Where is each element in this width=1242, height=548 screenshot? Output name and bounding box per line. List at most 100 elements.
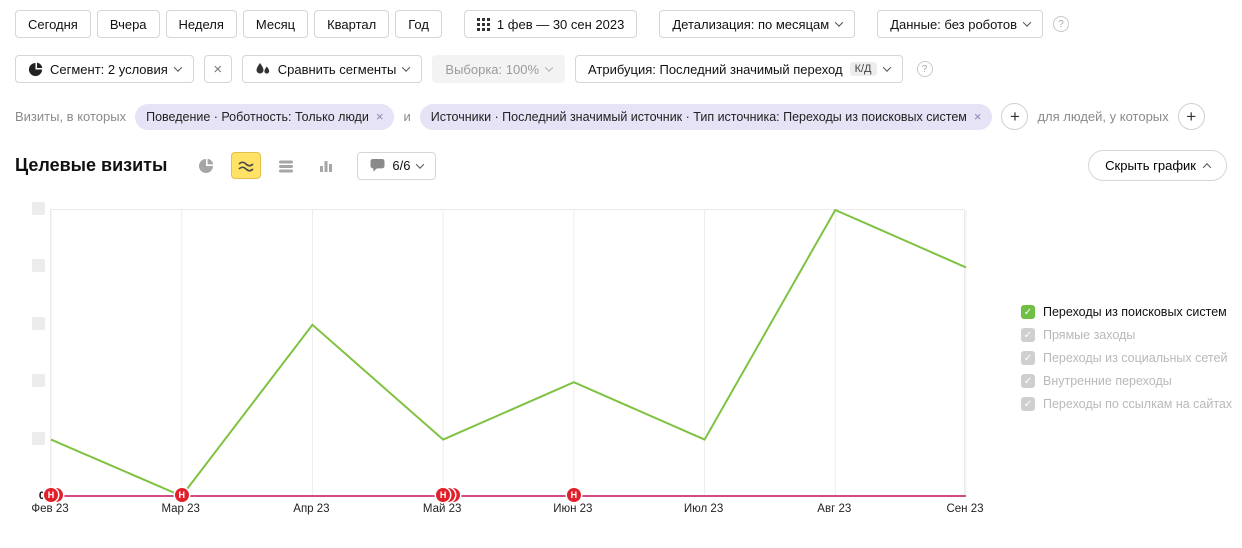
remove-filter-icon[interactable]: × [973,109,982,124]
remove-filter-icon[interactable]: × [375,109,384,124]
period-month-button[interactable]: Месяц [242,10,309,38]
compare-droplets-icon [256,63,269,74]
legend-item-internal[interactable]: ✓ Внутренние переходы [1021,374,1232,388]
chart-type-line-button[interactable] [231,152,262,179]
legend-label: Переходы из поисковых систем [1043,305,1227,319]
help-icon[interactable]: ? [916,61,933,77]
add-visit-condition-button[interactable]: + [1001,103,1029,130]
pie-chart-icon [199,158,214,173]
chevron-down-icon [544,63,554,72]
detalization-dropdown[interactable]: Детализация: по месяцам [659,10,856,38]
chevron-down-icon [882,63,891,72]
legend-label: Переходы по ссылкам на сайтах [1043,397,1233,411]
comment-bubble-icon [370,158,385,172]
x-tick-label: Мар 23 [161,503,200,515]
stacked-area-icon [279,160,294,172]
period-today-button[interactable]: Сегодня [15,10,91,38]
date-range-label: 1 фев — 30 сен 2023 [496,16,625,32]
annotation-marker[interactable]: Н [566,488,581,502]
y-axis-zero-label: 0 [38,490,45,502]
legend-item-social[interactable]: ✓ Переходы из социальных сетей [1021,351,1232,365]
x-tick-label: Сен 23 [946,503,984,515]
filter-chip-text: Поведение · Роботность: Только люди [146,109,369,124]
compare-segments-label: Сравнить сегменты [277,61,397,77]
segment-toolbar: Сегмент: 2 условия × Сравнить сегменты В… [15,55,1242,83]
legend-label: Внутренние переходы [1043,374,1172,388]
checkbox-checked-icon[interactable]: ✓ [1021,351,1035,365]
checkbox-checked-icon[interactable]: ✓ [1021,374,1035,388]
filter-chip-robotness[interactable]: Поведение · Роботность: Только люди × [135,103,395,130]
chevron-down-icon [416,159,425,169]
people-filter-label: для людей, у которых [1037,109,1169,124]
chart-area: 0 Н Н Н Н Фев 23 Мар 23 Апр 23 Май 23 Июн 2… [0,202,1242,519]
legend-item-direct[interactable]: ✓ Прямые заходы [1021,328,1232,342]
segment-label: Сегмент: 2 условия [50,61,168,77]
chevron-down-icon [173,63,182,72]
goals-count-label: 6/6 [392,158,411,173]
x-tick-label: Фев 23 [31,503,69,515]
y-axis: 0 [0,202,50,502]
period-week-button[interactable]: Неделя [165,10,237,38]
chart-type-pie-button[interactable] [191,152,221,179]
legend-item-site-links[interactable]: ✓ Переходы по ссылкам на сайтах [1021,397,1232,411]
annotation-marker[interactable]: Н [174,488,189,502]
legend-label: Переходы из социальных сетей [1043,351,1228,365]
checkbox-checked-icon[interactable]: ✓ [1021,305,1035,319]
x-tick-label: Июн 23 [553,503,593,515]
x-tick-label: Июл 23 [683,503,724,515]
segment-clear-button[interactable]: × [203,55,232,83]
chart-type-columns-button[interactable] [311,152,341,179]
checkbox-checked-icon[interactable]: ✓ [1021,328,1035,342]
chart-header: Целевые визиты [15,150,1227,181]
x-tick-label: Май 23 [422,503,462,515]
help-icon[interactable]: ? [1053,16,1070,32]
filter-joiner: и [403,109,411,124]
add-people-condition-button[interactable]: + [1177,103,1205,130]
legend-item-search-engines[interactable]: ✓ Переходы из поисковых систем [1021,305,1232,319]
annotation-marker[interactable]: Н [436,488,451,502]
period-quarter-button[interactable]: Квартал [314,10,390,38]
hide-chart-button[interactable]: Скрыть график [1088,150,1227,181]
chart-type-stacked-area-button[interactable] [271,152,301,179]
x-tick-label: Авг 23 [817,503,852,515]
period-toolbar: Сегодня Вчера Неделя Месяц Квартал Год 1… [15,10,1242,38]
period-year-button[interactable]: Год [395,10,442,38]
data-mode-dropdown[interactable]: Данные: без роботов [877,10,1044,38]
period-yesterday-button[interactable]: Вчера [96,10,160,38]
plot-column: Н Н Н Н Фев 23 Мар 23 Апр 23 Май 23 Июн 23 … [31,208,984,519]
chevron-down-icon [1022,18,1032,27]
detalization-label: Детализация: по месяцам [672,16,830,32]
data-mode-label: Данные: без роботов [890,16,1018,32]
segment-dropdown[interactable]: Сегмент: 2 условия [15,55,194,83]
x-tick-label: Апр 23 [293,503,330,515]
segment-pie-icon [28,62,43,76]
chart-svg [50,208,967,498]
legend-label: Прямые заходы [1043,328,1136,342]
chevron-down-icon [834,18,844,27]
y-tick-placeholder [32,374,45,387]
annotation-marker[interactable]: Н [44,488,58,502]
x-axis-labels: Фев 23 Мар 23 Апр 23 Май 23 Июн 23 Июл 2… [31,503,983,519]
line-chart-icon [238,160,254,172]
compare-segments-dropdown[interactable]: Сравнить сегменты [241,55,423,83]
sampling-dropdown[interactable]: Выборка: 100% [432,55,566,83]
filter-bar: Визиты, в которых Поведение · Роботность… [15,103,1242,130]
column-chart-icon [320,160,333,172]
y-tick-placeholder [32,317,45,330]
series-line-0 [50,208,967,498]
checkbox-checked-icon[interactable]: ✓ [1021,397,1035,411]
y-tick-placeholder [32,432,45,445]
chevron-up-icon [1202,162,1212,172]
visits-filter-label: Визиты, в которых [15,109,127,124]
attribution-dropdown[interactable]: Атрибуция: Последний значимый переход К/… [575,55,903,83]
goals-selector-dropdown[interactable]: 6/6 [357,151,437,180]
date-range-button[interactable]: 1 фев — 30 сен 2023 [463,10,638,38]
hide-chart-label: Скрыть график [1105,158,1196,173]
calendar-grid-icon [476,17,490,31]
chart-legend: ✓ Переходы из поисковых систем ✓ Прямые … [965,209,1232,519]
filter-chip-source-type[interactable]: Источники · Последний значимый источник … [419,103,993,130]
page-title: Целевые визиты [15,155,168,175]
sampling-label: Выборка: 100% [445,61,540,77]
